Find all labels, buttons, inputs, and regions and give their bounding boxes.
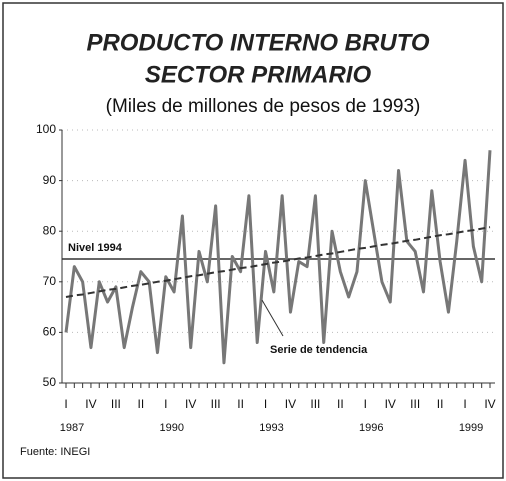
x-tick-label: III — [410, 397, 420, 411]
x-tick-label: IV — [185, 397, 196, 411]
x-tick-label: I — [364, 397, 367, 411]
x-tick-label: IV — [285, 397, 296, 411]
x-tick-label: III — [111, 397, 121, 411]
year-label: 1996 — [359, 422, 383, 434]
x-tick-label: I — [463, 397, 466, 411]
x-tick-label: II — [137, 397, 144, 411]
x-tick-label: I — [264, 397, 267, 411]
x-tick-label: II — [237, 397, 244, 411]
y-tick-label: 90 — [43, 173, 57, 187]
y-tick-label: 70 — [43, 274, 57, 288]
source: Fuente: INEGI — [20, 446, 90, 458]
x-tick-label: II — [337, 397, 344, 411]
x-tick-label: II — [437, 397, 444, 411]
data-line — [64, 150, 492, 365]
x-tick-label: IV — [85, 397, 96, 411]
x-tick-label: IV — [484, 397, 495, 411]
x-tick-label: III — [310, 397, 320, 411]
x-tick-label: III — [211, 397, 221, 411]
reference-label: Nivel 1994 — [68, 242, 123, 254]
annotation-arrow — [261, 299, 284, 337]
chart-subtitle: (Miles de millones de pesos de 1993) — [106, 96, 421, 117]
year-label: 1999 — [459, 422, 483, 434]
x-tick-label: IV — [385, 397, 396, 411]
y-tick-label: 60 — [43, 325, 57, 339]
year-label: 1990 — [160, 422, 184, 434]
year-label: 1987 — [60, 422, 84, 434]
y-tick-label: 80 — [43, 223, 57, 237]
x-tick-label: I — [164, 397, 167, 411]
chart-title: PRODUCTO INTERNO BRUTO — [86, 29, 429, 56]
x-tick-label: I — [64, 397, 67, 411]
chart-title: SECTOR PRIMARIO — [145, 61, 372, 88]
year-label: 1993 — [259, 422, 283, 434]
y-tick-label: 100 — [36, 122, 56, 136]
trend-label: Serie de tendencia — [270, 344, 368, 356]
trend-line — [65, 226, 491, 298]
y-tick-label: 50 — [43, 375, 57, 389]
